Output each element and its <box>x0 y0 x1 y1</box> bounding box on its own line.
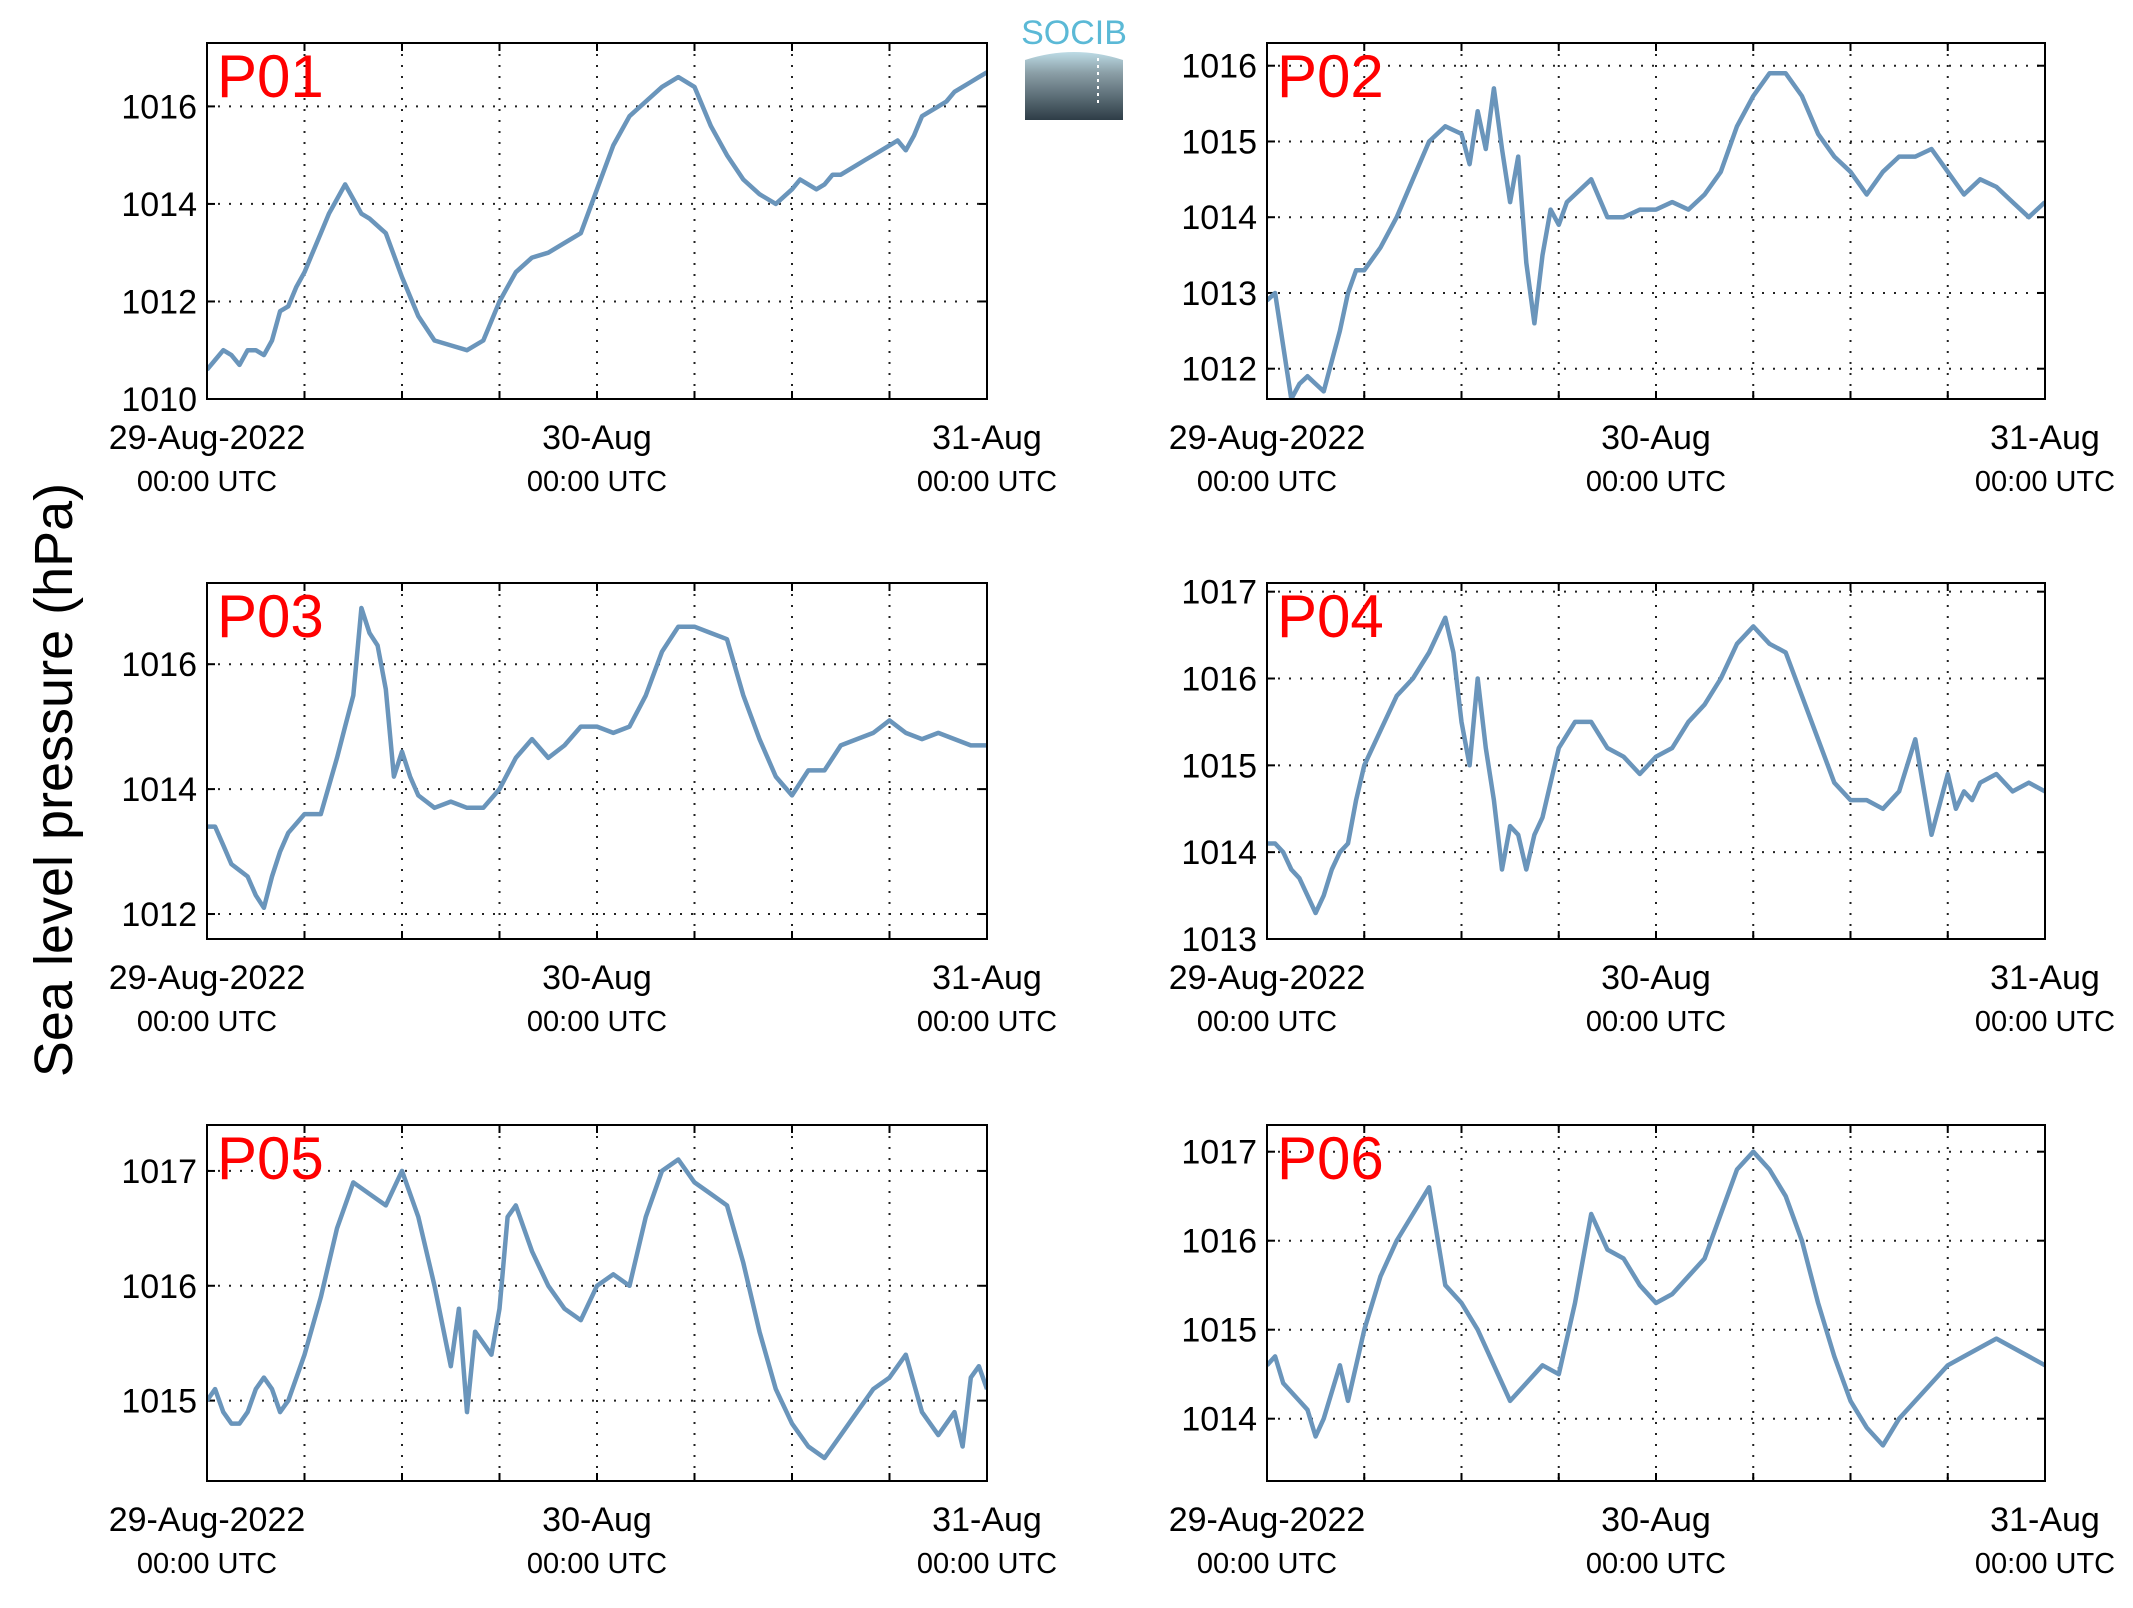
y-tick-label: 1015 <box>1181 123 1257 161</box>
panel-title: P04 <box>1277 583 1384 650</box>
x-tick-sublabel: 00:00 UTC <box>1586 466 1726 498</box>
y-tick-label: 1014 <box>1181 1401 1257 1439</box>
panel-title: P06 <box>1277 1125 1384 1192</box>
y-tick-label: 1016 <box>1181 1223 1257 1261</box>
x-tick-sublabel: 00:00 UTC <box>1197 1548 1337 1580</box>
panel-title: P03 <box>217 583 324 650</box>
x-tick-sublabel: 00:00 UTC <box>1197 1006 1337 1038</box>
y-tick-label: 1016 <box>1181 48 1257 86</box>
y-tick-label: 1016 <box>1181 661 1257 699</box>
pressure-series-line <box>207 605 987 911</box>
x-tick-label: 30-Aug <box>542 419 652 457</box>
panel-p04: 1013 1014 1015 1016 1017 29-Aug-2022 00:00 UTC… <box>1169 574 2115 1038</box>
y-tick-label: 1012 <box>1181 351 1257 389</box>
panel-p02: 1012 1013 1014 1015 1016 29-Aug-2022 00:00 UTC… <box>1169 42 2115 498</box>
plot-frame <box>206 582 988 940</box>
pressure-series-line <box>207 1157 987 1461</box>
x-tick-sublabel: 00:00 UTC <box>137 1006 277 1038</box>
x-tick-label: 31-Aug <box>1990 959 2100 997</box>
pressure-series-line <box>1267 1149 2045 1448</box>
x-tick-sublabel: 00:00 UTC <box>1975 1006 2115 1038</box>
y-tick-label: 1015 <box>121 1383 197 1421</box>
x-tick-label: 29-Aug-2022 <box>109 1501 306 1539</box>
y-tick-label: 1017 <box>1181 574 1257 612</box>
x-tick-label: 30-Aug <box>1601 1501 1711 1539</box>
y-tick-label: 1012 <box>121 283 197 321</box>
panel-title: P05 <box>217 1125 324 1192</box>
x-tick-sublabel: 00:00 UTC <box>1586 1006 1726 1038</box>
y-tick-label: 1013 <box>1181 921 1257 959</box>
x-tick-label: 30-Aug <box>542 959 652 997</box>
x-tick-sublabel: 00:00 UTC <box>917 466 1057 498</box>
x-tick-label: 30-Aug <box>1601 419 1711 457</box>
y-tick-label: 1012 <box>121 896 197 934</box>
y-tick-label: 1010 <box>121 381 197 419</box>
plot-frame <box>1266 1124 2046 1482</box>
y-tick-label: 1014 <box>1181 199 1257 237</box>
pressure-series-line <box>1267 71 2045 399</box>
x-tick-sublabel: 00:00 UTC <box>137 466 277 498</box>
panel-p03: 1012 1014 1016 29-Aug-2022 00:00 UTC 30-Aug 00… <box>109 582 1057 1038</box>
x-tick-label: 29-Aug-2022 <box>1169 959 1366 997</box>
panel-title: P02 <box>1277 43 1384 110</box>
plot-frame <box>1266 42 2046 400</box>
x-tick-label: 31-Aug <box>932 419 1042 457</box>
x-tick-label: 31-Aug <box>1990 1501 2100 1539</box>
pressure-series-line <box>1267 615 2045 916</box>
y-tick-label: 1017 <box>121 1153 197 1191</box>
y-tick-label: 1013 <box>1181 275 1257 313</box>
x-tick-sublabel: 00:00 UTC <box>1197 466 1337 498</box>
plot-frame <box>206 42 988 400</box>
y-tick-label: 1014 <box>121 771 197 809</box>
x-tick-label: 31-Aug <box>1990 419 2100 457</box>
x-tick-sublabel: 00:00 UTC <box>1586 1548 1726 1580</box>
x-tick-sublabel: 00:00 UTC <box>137 1548 277 1580</box>
y-axis-title: Sea level pressure (hPa) <box>24 483 84 1077</box>
x-tick-sublabel: 00:00 UTC <box>527 466 667 498</box>
y-tick-label: 1016 <box>121 1268 197 1306</box>
pressure-series-line <box>207 70 987 372</box>
y-tick-label: 1015 <box>1181 747 1257 785</box>
x-tick-label: 29-Aug-2022 <box>109 419 306 457</box>
y-tick-label: 1017 <box>1181 1134 1257 1172</box>
logo-text: SOCIB <box>1021 14 1127 52</box>
x-tick-label: 30-Aug <box>1601 959 1711 997</box>
plot-frame <box>206 1124 988 1482</box>
y-tick-label: 1016 <box>121 646 197 684</box>
panel-p06: 1014 1015 1016 1017 29-Aug-2022 00:00 UTC 30-A… <box>1169 1124 2115 1580</box>
plot-frame <box>1266 582 2046 940</box>
panels: 1010 1012 1014 1016 29-Aug-2022 00:00 UTC 30-A… <box>109 42 2115 1580</box>
x-tick-sublabel: 00:00 UTC <box>1975 466 2115 498</box>
x-tick-sublabel: 00:00 UTC <box>917 1548 1057 1580</box>
x-tick-sublabel: 00:00 UTC <box>527 1548 667 1580</box>
x-tick-label: 29-Aug-2022 <box>1169 1501 1366 1539</box>
y-tick-label: 1016 <box>121 88 197 126</box>
panel-p05: 1015 1016 1017 29-Aug-2022 00:00 UTC 30-Aug 00… <box>109 1124 1057 1580</box>
y-tick-label: 1014 <box>121 186 197 224</box>
x-tick-label: 31-Aug <box>932 1501 1042 1539</box>
x-tick-sublabel: 00:00 UTC <box>527 1006 667 1038</box>
x-tick-sublabel: 00:00 UTC <box>917 1006 1057 1038</box>
y-tick-label: 1014 <box>1181 834 1257 872</box>
x-tick-label: 31-Aug <box>932 959 1042 997</box>
socib-logo: SOCIB <box>1021 14 1127 120</box>
panel-p01: 1010 1012 1014 1016 29-Aug-2022 00:00 UTC 30-A… <box>109 42 1057 498</box>
x-tick-label: 29-Aug-2022 <box>1169 419 1366 457</box>
x-tick-sublabel: 00:00 UTC <box>1975 1548 2115 1580</box>
panel-title: P01 <box>217 43 324 110</box>
x-tick-label: 29-Aug-2022 <box>109 959 306 997</box>
y-tick-label: 1015 <box>1181 1312 1257 1350</box>
x-tick-label: 30-Aug <box>542 1501 652 1539</box>
